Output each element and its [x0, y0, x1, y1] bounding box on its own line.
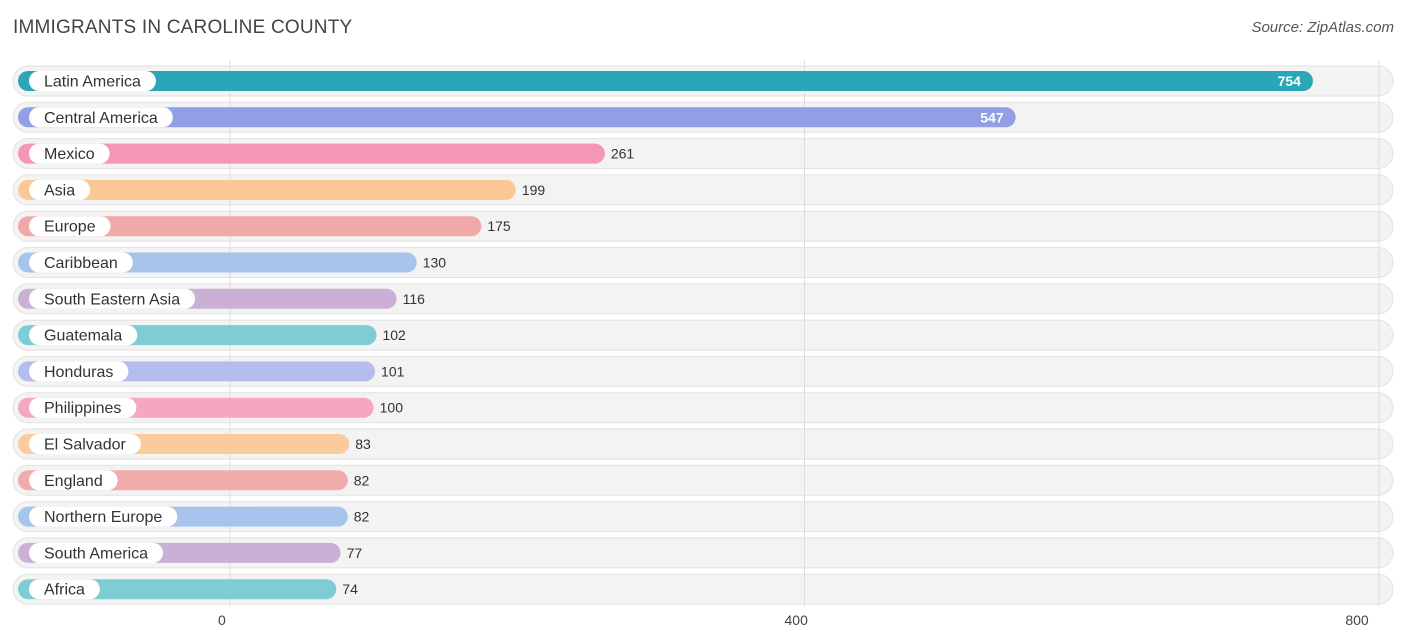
- value-label: 175: [487, 218, 511, 234]
- value-label: 130: [423, 255, 447, 271]
- category-label-chip: [29, 506, 178, 527]
- category-label-chip: [29, 397, 137, 418]
- category-label-chip: [29, 434, 141, 454]
- category-label-chip: [29, 325, 138, 346]
- category-label: Europe: [44, 219, 96, 236]
- category-label-chip: [29, 579, 100, 600]
- category-label: Central America: [44, 110, 158, 127]
- category-label: Caribbean: [44, 255, 118, 272]
- chart-title: IMMIGRANTS IN CAROLINE COUNTY: [13, 17, 353, 38]
- category-label: England: [44, 473, 103, 490]
- category-label-chip: [29, 252, 133, 273]
- value-label: 754: [1278, 73, 1302, 89]
- bar: [18, 107, 1016, 128]
- value-label: 82: [354, 509, 370, 525]
- category-label: Mexico: [44, 146, 95, 163]
- chart-source: Source: ZipAtlas.com: [1251, 19, 1394, 36]
- row-background: [12, 464, 1394, 496]
- row-background: [12, 573, 1394, 605]
- category-label-chip: [29, 288, 196, 309]
- row-background: [12, 428, 1394, 460]
- bar: [18, 143, 605, 164]
- value-label: 74: [342, 581, 358, 597]
- x-tick-label: 400: [785, 612, 809, 628]
- category-label-chip: [29, 542, 164, 563]
- category-label-chip: [29, 179, 91, 200]
- value-label: 199: [522, 182, 546, 198]
- bar: [18, 71, 1313, 91]
- rows-layer: Latin America 754 Central America 547 Mexico…: [18, 71, 1313, 600]
- value-label: 547: [980, 109, 1004, 125]
- category-label-chip: [29, 71, 156, 91]
- category-label-chip: [29, 107, 173, 128]
- category-label: Asia: [44, 182, 75, 199]
- x-tick-label: 800: [1345, 612, 1369, 628]
- ticks-layer: 0 400 800: [218, 612, 1369, 628]
- x-tick-label: 0: [218, 612, 226, 628]
- value-label: 116: [403, 291, 426, 307]
- category-label-chip: [29, 470, 118, 491]
- category-label-chip: [29, 216, 111, 237]
- value-label: 77: [347, 545, 363, 561]
- value-label: 83: [355, 436, 371, 452]
- category-label-chip: [29, 143, 110, 164]
- bar: [18, 216, 482, 237]
- category-label: Northern Europe: [44, 509, 162, 526]
- value-label: 100: [380, 400, 404, 416]
- category-label: Latin America: [44, 74, 141, 91]
- row-background: [12, 501, 1394, 533]
- value-label: 101: [381, 363, 405, 379]
- row-background: [12, 537, 1394, 569]
- category-label: Honduras: [44, 364, 113, 381]
- category-label-chip: [29, 361, 129, 382]
- category-label: El Salvador: [44, 437, 126, 454]
- category-label: South America: [44, 545, 148, 562]
- category-label: Guatemala: [44, 328, 122, 345]
- value-label: 82: [354, 472, 370, 488]
- value-label: 261: [611, 146, 635, 162]
- bar: [18, 179, 516, 200]
- category-label: Philippines: [44, 400, 121, 417]
- value-label: 102: [382, 327, 406, 343]
- category-label: South Eastern Asia: [44, 291, 180, 308]
- category-label: Africa: [44, 582, 85, 599]
